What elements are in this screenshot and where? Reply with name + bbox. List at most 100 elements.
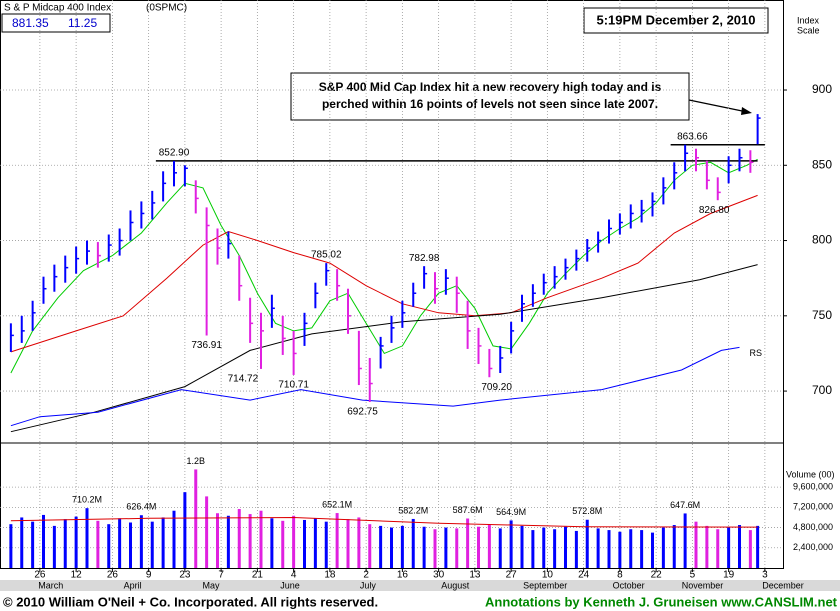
month-label: September (523, 580, 567, 590)
volume-bar (270, 518, 274, 568)
volume-annotation: 587.6M (453, 505, 483, 515)
rs-line (10, 346, 740, 427)
volume-bar (150, 521, 154, 568)
month-label: March (38, 580, 63, 590)
x-tick-label: 26 (34, 570, 46, 581)
volume-bar (705, 525, 709, 568)
volume-bar (531, 530, 535, 568)
volume-bar (640, 530, 644, 568)
moving-average-line (10, 264, 758, 433)
volume-bar (585, 519, 589, 568)
price-annotation: 692.75 (347, 407, 378, 418)
volume-bar (368, 524, 372, 568)
volume-bar (400, 525, 404, 568)
volume-annotation: 652.1M (322, 499, 352, 509)
x-tick-label: 23 (179, 570, 191, 581)
x-tick-label: 12 (71, 570, 83, 581)
x-tick-label: 26 (107, 570, 119, 581)
callout-text: perched within 16 points of levels not s… (322, 97, 658, 111)
x-tick-label: 21 (252, 570, 264, 581)
moving-average-line (10, 194, 758, 353)
x-tick-label: 24 (578, 570, 590, 581)
volume-bar (542, 527, 546, 568)
rs-label: RS (750, 348, 763, 358)
volume-bar (205, 496, 209, 568)
month-label: July (360, 580, 377, 590)
price-annotation: 710.71 (278, 380, 309, 391)
plot-frame (0, 0, 784, 569)
volume-bar (259, 510, 263, 568)
volume-bar (455, 528, 459, 568)
volume-bar (237, 509, 241, 568)
quote-box (1, 13, 111, 33)
volume-bar (390, 527, 393, 568)
volume-bar (487, 525, 491, 568)
callout-text: S&P 400 Mid Cap Index hit a new recovery… (319, 80, 662, 94)
x-tick-label: 9 (146, 570, 152, 581)
x-tick-label: 10 (542, 570, 554, 581)
volume-bar (42, 514, 45, 568)
callout-box (290, 72, 690, 121)
symbol: (0SPMC) (146, 3, 187, 14)
price-annotation: 714.72 (228, 374, 259, 385)
month-label: November (682, 580, 724, 590)
volume-bar (292, 515, 296, 568)
volume-bar (444, 527, 448, 568)
volume-bar (553, 529, 557, 568)
volume-bar (9, 524, 13, 568)
month-label: May (202, 580, 220, 590)
chart-title: S & P Midcap 400 Index (4, 3, 111, 14)
month-label: June (280, 580, 300, 590)
timestamp-box (583, 7, 769, 34)
volume-bar (574, 530, 578, 568)
volume-annotation: 710.2M (72, 495, 102, 505)
volume-bar (324, 521, 328, 568)
x-tick-label: 18 (324, 570, 336, 581)
volume-bar (281, 520, 285, 568)
volume-bar (248, 514, 252, 568)
volume-bar (194, 469, 198, 568)
volume-bar (564, 526, 567, 568)
volume-bar (139, 515, 143, 568)
volume-bar (226, 515, 230, 568)
x-tick-label: 19 (723, 570, 735, 581)
x-tick-label: 4 (291, 570, 297, 581)
volume-bar (118, 518, 122, 568)
volume-bar (498, 528, 502, 568)
volume-bar (172, 510, 176, 568)
price-annotation: 736.91 (191, 340, 222, 351)
credit: Annotations by Kenneth J. Gruneisen www.… (485, 594, 838, 609)
last-price: 881.35 (12, 16, 49, 30)
x-tick-label: 5 (690, 570, 696, 581)
price-change: 11.25 (68, 16, 97, 30)
x-tick-label: 7 (218, 570, 224, 581)
volume-bar (433, 529, 437, 568)
volume-bar (96, 520, 100, 568)
volume-bar (379, 525, 383, 568)
volume-bar (63, 519, 67, 568)
y-tick-label: 900 (812, 82, 832, 96)
price-annotation: 826.80 (699, 205, 730, 216)
volume-bar (683, 513, 687, 568)
volume-bar (738, 525, 741, 568)
callout-arrow (688, 99, 748, 113)
volume-bar (85, 508, 89, 568)
y-tick-label: 2,400,000 (793, 542, 833, 552)
volume-bar (651, 532, 654, 568)
volume-bar (596, 528, 600, 568)
volume-bar (422, 526, 426, 568)
volume-bar (357, 517, 361, 568)
volume-bar (672, 525, 676, 568)
y-tick-label: 850 (812, 157, 832, 171)
volume-bar (716, 529, 720, 568)
price-annotation: 785.02 (311, 250, 342, 261)
copyright: © 2010 William O'Neil + Co. Incorporated… (3, 594, 378, 609)
price-annotation: 863.66 (677, 131, 708, 142)
volume-bar (748, 530, 752, 568)
x-tick-label: 3 (762, 570, 768, 581)
volume-average-line (10, 516, 758, 528)
volume-bar (303, 519, 306, 568)
volume-bar (74, 516, 78, 568)
volume-bar (509, 520, 513, 568)
